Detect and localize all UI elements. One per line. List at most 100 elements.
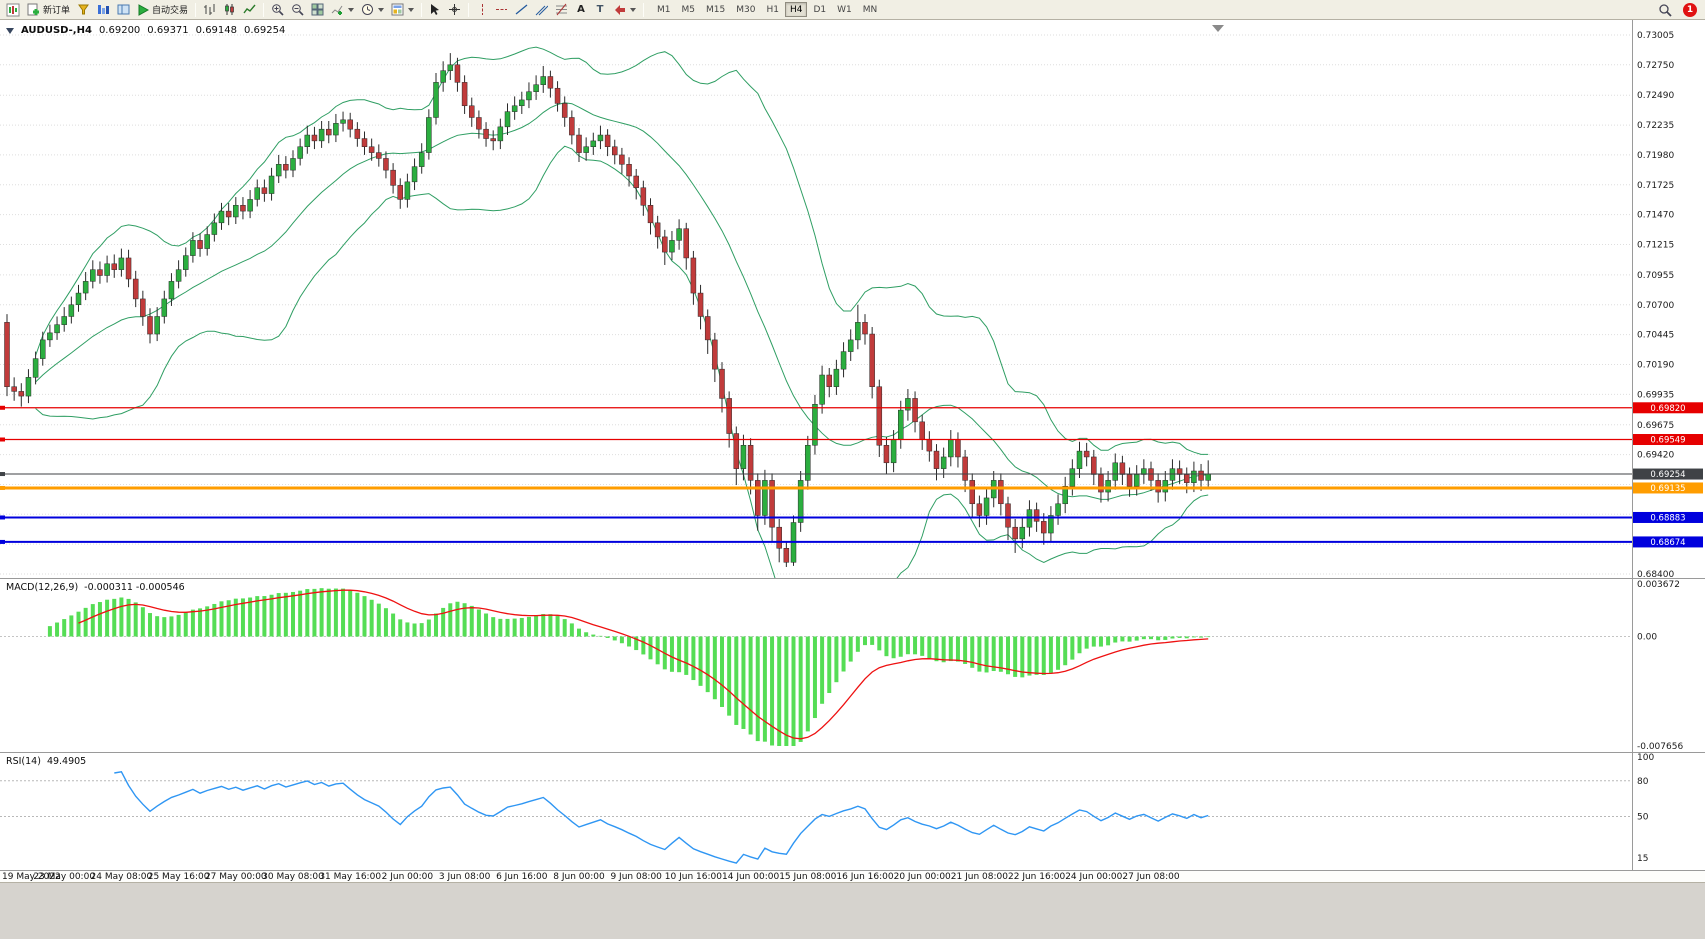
timeframe-m15-button[interactable]: M15	[701, 2, 730, 17]
rsi-current-value: 49.4905	[46, 756, 87, 767]
styler-button[interactable]	[74, 1, 93, 19]
line-chart-mode-button[interactable]	[240, 1, 259, 19]
new-order-button[interactable]: 新订单	[24, 1, 73, 19]
open-value: 0.69200	[98, 25, 141, 36]
navigator-button[interactable]	[114, 1, 133, 19]
svg-text:100: 100	[1637, 753, 1654, 763]
low-value: 0.69148	[195, 25, 238, 36]
label-tool-button[interactable]: T	[591, 1, 609, 19]
notification-badge[interactable]: 1	[1683, 2, 1697, 17]
svg-text:0.72750: 0.72750	[1637, 61, 1674, 71]
trendline-icon	[515, 4, 528, 15]
vertical-line-tool-button[interactable]	[473, 1, 491, 19]
svg-text:80: 80	[1637, 777, 1649, 787]
svg-text:0.69254: 0.69254	[1650, 470, 1685, 480]
price-tag	[1633, 536, 1703, 548]
zoom-out-button[interactable]	[288, 1, 307, 19]
svg-text:50: 50	[1637, 812, 1649, 822]
time-label: 31 May 16:00	[319, 872, 382, 882]
timeframe-h1-button[interactable]: H1	[761, 2, 784, 17]
time-label: 16 Jun 16:00	[836, 872, 894, 882]
bar-chart-icon	[204, 4, 215, 15]
tile-windows-icon	[311, 3, 324, 16]
new-order-label: 新订单	[43, 6, 71, 16]
separator	[643, 2, 645, 17]
market-watch-icon	[98, 5, 110, 14]
svg-text:0.72490: 0.72490	[1637, 91, 1674, 101]
bar-chart-mode-button[interactable]	[200, 1, 219, 19]
zoom-in-icon	[272, 4, 284, 16]
time-axis[interactable]: 19 May 2022 23 May 00:00 24 May 08:00 25 Ma…	[0, 870, 1705, 882]
separator	[263, 2, 265, 17]
separator	[421, 2, 423, 17]
macd-indicator-name: MACD(12,26,9)	[6, 582, 79, 593]
periods-button[interactable]	[358, 1, 387, 19]
cursor-tool-button[interactable]	[426, 1, 444, 19]
time-label: 19 May 2022	[2, 872, 61, 882]
time-label: 21 Jun 08:00	[950, 872, 1008, 882]
svg-text:0.72235: 0.72235	[1637, 121, 1674, 131]
cursor-icon	[431, 4, 440, 15]
channel-icon	[535, 5, 549, 16]
line-chart-icon	[243, 4, 256, 14]
timeframe-toolbar: M1 M5 M15 M30 H1 H4 D1 W1 MN	[652, 2, 882, 17]
new-chart-button[interactable]	[3, 1, 23, 19]
svg-text:0.69420: 0.69420	[1637, 451, 1674, 461]
candlestick-mode-button[interactable]	[220, 1, 239, 19]
zoom-in-button[interactable]	[268, 1, 287, 19]
horizontal-lines: 0.69820 0.69549 0.69254 0.69135 0.68883 0.686…	[0, 402, 1703, 548]
svg-text:0.68883: 0.68883	[1650, 513, 1685, 523]
candlestick-icon	[225, 4, 234, 15]
styler-icon	[78, 4, 89, 15]
templates-button[interactable]	[388, 1, 417, 19]
autotrade-label: 自动交易	[152, 6, 189, 16]
zoom-out-icon	[292, 4, 304, 16]
timeframe-m5-button[interactable]: M5	[677, 2, 701, 17]
price-chart-panel[interactable]: 0.73005 0.72750 0.72490 0.72235 0.71980 0.717…	[0, 20, 1705, 578]
time-label: 27 Jun 08:00	[1122, 872, 1180, 882]
timeframe-w1-button[interactable]: W1	[832, 2, 857, 17]
crosshair-icon	[449, 4, 461, 15]
svg-text:0.71215: 0.71215	[1637, 240, 1674, 250]
rsi-panel[interactable]: 100 80 50 15	[0, 752, 1705, 870]
macd-panel[interactable]: 0.003672 0.00 -0.007656	[0, 578, 1705, 752]
timeframe-m30-button[interactable]: M30	[731, 2, 760, 17]
time-label: 22 Jun 16:00	[1008, 872, 1066, 882]
timeframe-m1-button[interactable]: M1	[652, 2, 676, 17]
mini-chart-icon	[6, 3, 20, 16]
timeframe-d1-button[interactable]: D1	[808, 2, 831, 17]
shapes-tool-button[interactable]	[610, 1, 639, 19]
svg-text:0.68674: 0.68674	[1650, 538, 1685, 548]
channel-tool-button[interactable]	[532, 1, 551, 19]
timeframe-h4-button[interactable]: H4	[784, 2, 808, 17]
chart-shift-marker	[1212, 25, 1224, 32]
time-label: 30 May 08:00	[262, 872, 324, 882]
search-button[interactable]	[1655, 1, 1675, 19]
chevron-down-icon	[348, 7, 355, 12]
market-watch-button[interactable]	[94, 1, 113, 19]
new-order-icon	[27, 3, 39, 16]
chevron-down-icon	[630, 7, 637, 12]
symbol-timeframe-label: AUDUSD-,H4	[21, 25, 92, 36]
time-label: 14 Jun 00:00	[722, 872, 780, 882]
price-tag	[1633, 468, 1703, 480]
fibonacci-tool-button[interactable]	[552, 1, 571, 19]
bollinger-bands	[35, 46, 1209, 578]
crosshair-tool-button[interactable]	[445, 1, 464, 19]
timeframe-mn-button[interactable]: MN	[858, 2, 883, 17]
tile-windows-button[interactable]	[308, 1, 327, 19]
clock-icon	[362, 4, 374, 15]
trendline-tool-button[interactable]	[512, 1, 531, 19]
indicators-button[interactable]	[328, 1, 357, 19]
horizontal-line-tool-button[interactable]	[492, 1, 511, 19]
time-label: 3 Jun 08:00	[438, 872, 491, 882]
macd-label: MACD(12,26,9) -0.000311 -0.000546	[6, 582, 185, 593]
template-icon	[391, 3, 404, 16]
one-click-trading-toggle-icon[interactable]	[6, 27, 14, 34]
autotrade-button[interactable]: 自动交易	[134, 1, 191, 19]
text-tool-button[interactable]: A	[572, 1, 590, 19]
search-icon	[1659, 3, 1672, 17]
price-tag	[1633, 402, 1703, 414]
price-tag	[1633, 482, 1703, 494]
svg-text:0.69820: 0.69820	[1650, 404, 1685, 414]
